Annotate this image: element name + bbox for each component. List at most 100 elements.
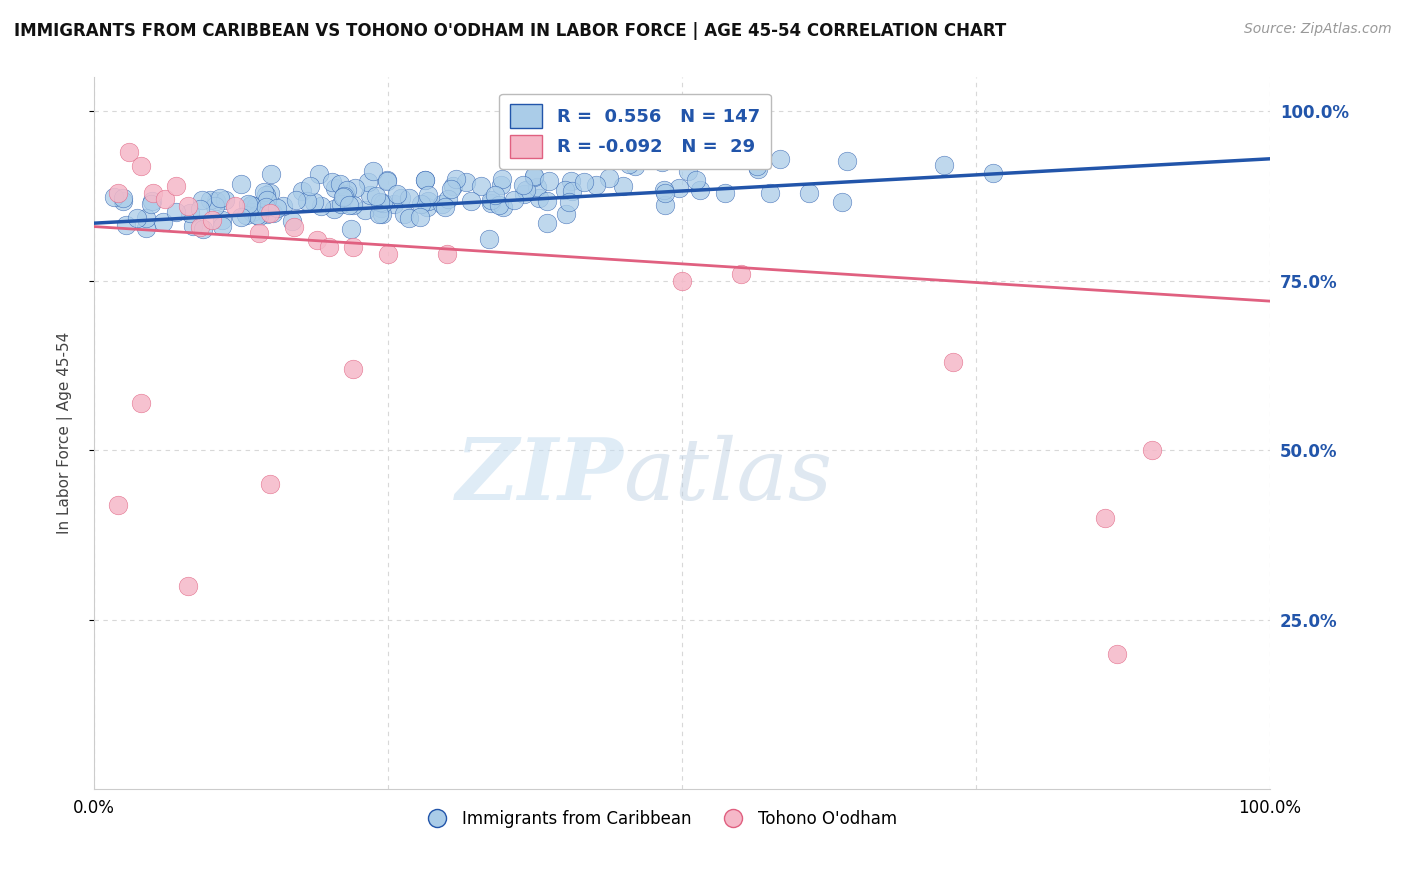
Point (246, 208, 269, 222)
Point (188, 202, 211, 216)
Point (382, 197, 405, 211)
Point (271, 199, 294, 213)
Point (259, 206, 281, 220)
Point (245, 199, 267, 213)
Point (181, 219, 204, 233)
Point (470, 179, 492, 194)
Point (211, 219, 233, 233)
Point (557, 194, 579, 209)
Point (537, 174, 560, 188)
Point (231, 177, 253, 191)
Point (554, 184, 576, 198)
Point (398, 191, 420, 205)
Point (284, 193, 307, 207)
Point (491, 178, 513, 192)
Point (323, 181, 346, 195)
Point (477, 232, 499, 246)
Point (370, 201, 392, 215)
Point (536, 216, 558, 230)
Point (256, 207, 278, 221)
Point (364, 189, 387, 203)
Point (368, 207, 391, 221)
Point (454, 175, 477, 189)
Point (190, 193, 212, 207)
Point (354, 203, 377, 218)
Point (444, 171, 467, 186)
Point (561, 184, 583, 198)
Point (441, 179, 464, 194)
Point (142, 186, 165, 200)
Point (336, 183, 359, 197)
Point (392, 207, 415, 221)
Point (209, 191, 232, 205)
Point (254, 200, 277, 214)
Point (492, 200, 515, 214)
Point (1094, 511, 1116, 525)
Point (416, 200, 439, 214)
Point (523, 170, 546, 185)
Point (177, 579, 200, 593)
Point (654, 197, 676, 211)
Point (259, 477, 281, 491)
Point (188, 219, 211, 234)
Point (503, 193, 526, 207)
Point (139, 197, 162, 211)
Point (323, 202, 346, 216)
Point (260, 167, 283, 181)
Point (747, 162, 769, 177)
Point (526, 179, 548, 194)
Point (357, 175, 380, 189)
Point (513, 187, 536, 202)
Point (671, 274, 693, 288)
Point (368, 195, 391, 210)
Point (415, 173, 437, 187)
Point (141, 194, 163, 208)
Text: atlas: atlas (623, 434, 832, 517)
Point (409, 210, 432, 224)
Point (135, 211, 157, 225)
Point (205, 194, 228, 209)
Point (375, 173, 398, 187)
Point (240, 204, 263, 219)
Point (291, 184, 314, 198)
Point (193, 221, 215, 235)
Point (730, 267, 752, 281)
Point (299, 178, 322, 193)
Point (129, 159, 152, 173)
Point (481, 194, 503, 208)
Point (598, 170, 620, 185)
Point (311, 199, 333, 213)
Point (398, 211, 420, 225)
Point (668, 180, 690, 194)
Point (361, 164, 384, 178)
Point (111, 191, 134, 205)
Point (153, 193, 176, 207)
Point (436, 246, 458, 260)
Point (252, 185, 274, 199)
Point (491, 172, 513, 186)
Point (152, 215, 174, 229)
Point (371, 196, 394, 211)
Point (560, 174, 582, 188)
Point (247, 227, 270, 241)
Point (135, 220, 157, 235)
Point (759, 186, 782, 200)
Point (342, 198, 364, 212)
Point (555, 207, 578, 221)
Point (769, 152, 792, 166)
Point (344, 181, 367, 195)
Legend: Immigrants from Caribbean, Tohono O'odham: Immigrants from Caribbean, Tohono O'odha… (413, 803, 904, 834)
Point (585, 178, 607, 193)
Point (536, 194, 558, 208)
Point (329, 178, 352, 192)
Point (302, 195, 325, 210)
Point (115, 219, 138, 233)
Point (523, 169, 546, 183)
Point (262, 205, 284, 219)
Point (177, 199, 200, 213)
Y-axis label: In Labor Force | Age 45-54: In Labor Force | Age 45-54 (58, 332, 73, 534)
Point (283, 219, 305, 234)
Point (624, 160, 647, 174)
Point (430, 196, 453, 211)
Text: Source: ZipAtlas.com: Source: ZipAtlas.com (1244, 22, 1392, 37)
